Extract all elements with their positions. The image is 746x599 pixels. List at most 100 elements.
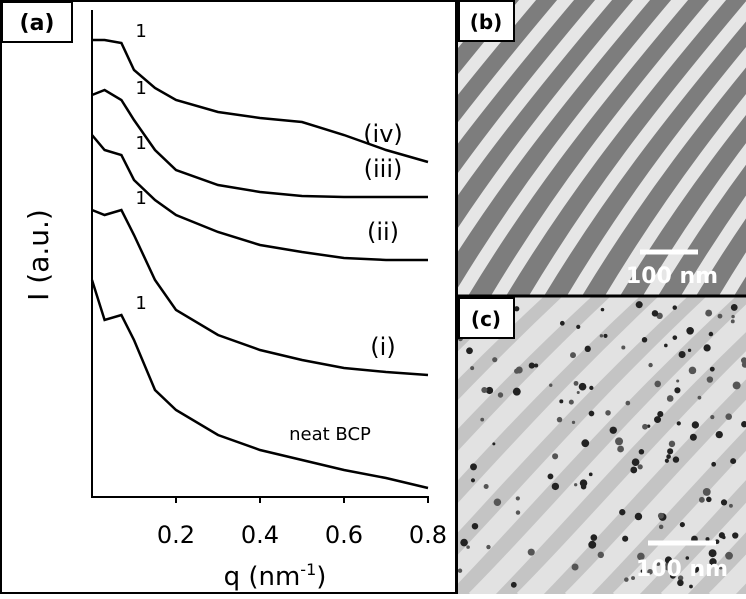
particle (669, 572, 676, 579)
panel-a-frame (0, 0, 457, 594)
curve-label: neat BCP (289, 424, 371, 445)
particle (689, 584, 693, 589)
particle (708, 549, 717, 558)
stripe (660, 502, 746, 594)
particle (625, 400, 631, 406)
particle (654, 416, 662, 424)
particle (514, 306, 520, 312)
particle (609, 426, 617, 434)
particle (664, 563, 672, 571)
particle (578, 382, 587, 391)
particle (622, 535, 629, 542)
particle (666, 395, 674, 402)
particle (576, 390, 580, 394)
stripe (458, 297, 543, 380)
particle (657, 512, 664, 519)
stripe (605, 93, 746, 295)
particle (718, 532, 725, 539)
stripe (491, 0, 727, 295)
particle (668, 440, 676, 448)
particle (597, 551, 605, 559)
particle (588, 540, 597, 549)
x-axis-label: q (nm-1) (224, 560, 327, 592)
particle (732, 381, 741, 390)
stripe (643, 143, 746, 295)
particle (480, 417, 485, 422)
particle (710, 415, 715, 420)
particle (470, 478, 476, 483)
particle (635, 301, 643, 309)
particle (547, 473, 554, 480)
particle (460, 538, 468, 547)
particle (471, 522, 479, 530)
x-tick-label: 0.6 (325, 521, 363, 549)
particle (674, 387, 681, 394)
x-axis-label: -1 (300, 560, 316, 579)
stripe (458, 297, 639, 481)
particle (730, 304, 738, 311)
particle (664, 343, 668, 348)
particle (634, 512, 643, 521)
particle (705, 537, 710, 542)
particle (731, 314, 735, 319)
stripe (529, 1, 746, 295)
particle (571, 420, 576, 425)
panel-label-box (458, 0, 515, 42)
stripe (681, 195, 746, 295)
particle (708, 331, 714, 337)
x-tick-label: 0.8 (409, 521, 447, 549)
particle (725, 551, 733, 560)
particle (528, 362, 535, 369)
particle (485, 386, 494, 395)
particle (706, 496, 712, 503)
particle (486, 544, 491, 550)
particle (666, 454, 671, 459)
particle (641, 337, 648, 343)
particle (621, 345, 626, 350)
particle (631, 458, 640, 467)
particle (730, 458, 737, 465)
peak-label: 1 (135, 21, 146, 42)
particle (691, 565, 700, 573)
stripe (458, 297, 591, 429)
x-axis-label: q (nm (224, 562, 301, 592)
particle (515, 510, 521, 515)
particle (599, 334, 604, 338)
particle (534, 363, 539, 368)
stripe (458, 0, 689, 295)
particle (559, 320, 565, 326)
particle (685, 556, 690, 560)
particle (481, 386, 488, 394)
panel-label-box (1, 1, 73, 43)
particle (706, 376, 714, 383)
particle (654, 380, 662, 388)
particle (678, 351, 686, 359)
particle (556, 416, 563, 423)
stripe (458, 0, 651, 252)
curve-label: (i) (370, 333, 395, 361)
particle (740, 357, 746, 364)
particle (705, 309, 713, 317)
x-axis-label: ) (316, 562, 326, 592)
particle (600, 307, 605, 312)
particle (664, 458, 669, 463)
stripe (567, 46, 746, 295)
particle (589, 385, 594, 391)
stripe (612, 450, 746, 594)
particle (715, 430, 723, 439)
particle (483, 483, 489, 489)
particle (728, 503, 733, 508)
particle (605, 410, 611, 416)
particle (677, 575, 684, 581)
panel-label: (a) (20, 11, 55, 36)
particle (672, 305, 677, 310)
particle (648, 362, 653, 368)
particle (667, 448, 674, 455)
particle (603, 333, 608, 338)
particle (638, 449, 645, 455)
particle (709, 558, 717, 566)
panel-label-box (458, 297, 515, 339)
stripe (458, 297, 687, 533)
particle (588, 410, 595, 417)
